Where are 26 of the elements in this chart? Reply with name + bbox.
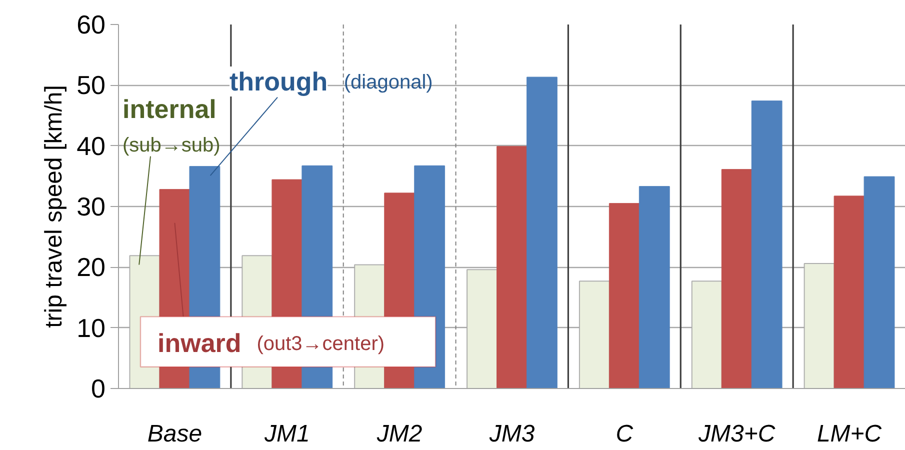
x-tick-label: JM3+C: [698, 420, 776, 448]
bar: [608, 202, 640, 388]
y-axis-title: trip travel speed [km/h]: [40, 85, 68, 328]
x-tick-label: JM3: [488, 420, 536, 448]
x-tick-label: Base: [147, 420, 202, 448]
text: internal (sub→sub): [122, 94, 220, 157]
y-tick-label: 60: [76, 10, 106, 40]
bar: [864, 176, 895, 388]
bar: [526, 76, 558, 388]
bar: [751, 100, 782, 388]
bar: [496, 146, 528, 388]
y-tick-label: 10: [76, 312, 106, 343]
x-tick-label: LM+C: [816, 420, 882, 448]
x-tick-label: JM2: [376, 420, 422, 448]
x-tick-label: JM1: [263, 420, 310, 448]
y-tick-label: 30: [76, 192, 106, 222]
text: through (diagonal): [230, 66, 433, 97]
y-tick-label: 20: [76, 252, 106, 282]
bar: [834, 196, 865, 388]
y-tick-label: 40: [76, 130, 106, 161]
y-tick-label: 0: [91, 374, 106, 404]
y-tick-label: 50: [76, 70, 106, 100]
x-tick-label: C: [616, 420, 634, 448]
bar: [638, 186, 670, 388]
series-label: inward (out3→center): [158, 328, 385, 358]
bar: [721, 168, 752, 388]
